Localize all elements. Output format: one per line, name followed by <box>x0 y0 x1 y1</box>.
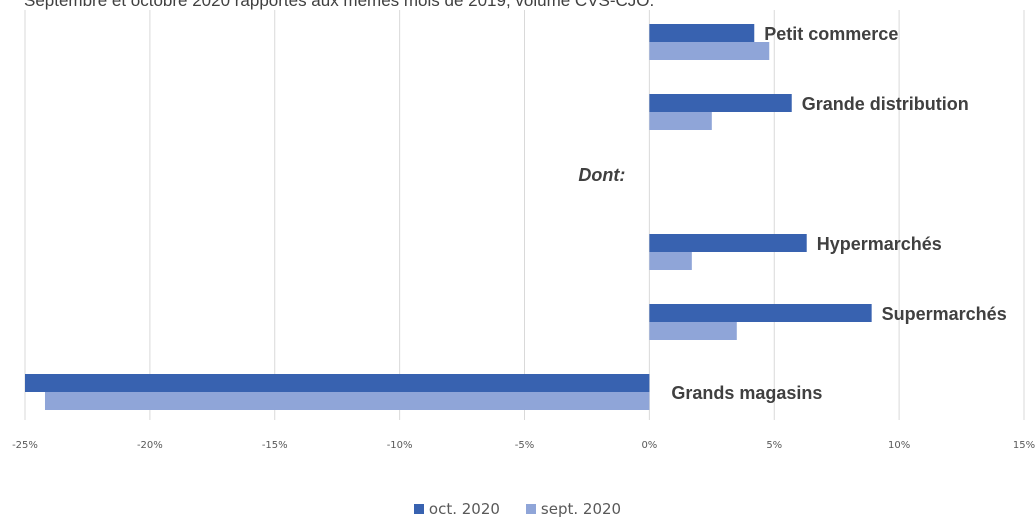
chart-subtitle: Septembre et octobre 2020 rapportés aux … <box>24 0 655 10</box>
x-tick-label: -5% <box>515 440 534 451</box>
x-tick-label: -20% <box>137 440 163 451</box>
bar-sept <box>649 252 692 270</box>
x-tick-label: 15% <box>1013 440 1035 451</box>
x-tick-label: -25% <box>12 440 38 451</box>
legend-label-sept: sept. 2020 <box>540 500 622 518</box>
x-tick-label: 10% <box>888 440 910 451</box>
category-label: Dont: <box>578 165 625 185</box>
x-tick-label: 0% <box>641 440 657 451</box>
bar-sept <box>649 112 712 130</box>
category-labels: Petit commerce Grande distribution Dont: Hy… <box>578 24 1006 403</box>
bar-oct <box>649 94 792 112</box>
category-label: Grands magasins <box>671 383 822 403</box>
legend-label-oct: oct. 2020 <box>428 500 500 518</box>
legend-swatch-sept <box>525 504 536 514</box>
legend-item-oct: oct. 2020 <box>413 500 500 518</box>
x-tick-label: -10% <box>387 440 413 451</box>
x-tick-label: 5% <box>766 440 782 451</box>
legend-item-sept: sept. 2020 <box>525 500 622 518</box>
bar-oct <box>649 304 872 322</box>
legend: oct. 2020 sept. 2020 <box>0 500 1035 518</box>
bar-sept <box>649 322 737 340</box>
x-tick-label: -15% <box>262 440 288 451</box>
bar-chart: Petit commerce Grande distribution Dont: Hy… <box>12 10 1035 451</box>
gridlines <box>24 10 1025 420</box>
legend-swatch-oct <box>413 504 424 514</box>
category-label: Grande distribution <box>802 94 969 114</box>
category-label: Petit commerce <box>764 24 898 44</box>
bar-oct <box>25 374 650 392</box>
bar-sept <box>44 392 650 410</box>
bars <box>25 24 872 410</box>
bar-oct <box>649 234 807 252</box>
bar-sept <box>649 42 770 60</box>
category-label: Hypermarchés <box>817 234 942 254</box>
x-axis-ticks: -25% -20% -15% -10% -5% 0% 5% 10% 15% <box>12 440 1035 451</box>
category-label: Supermarchés <box>882 304 1007 324</box>
bar-oct <box>649 24 755 42</box>
